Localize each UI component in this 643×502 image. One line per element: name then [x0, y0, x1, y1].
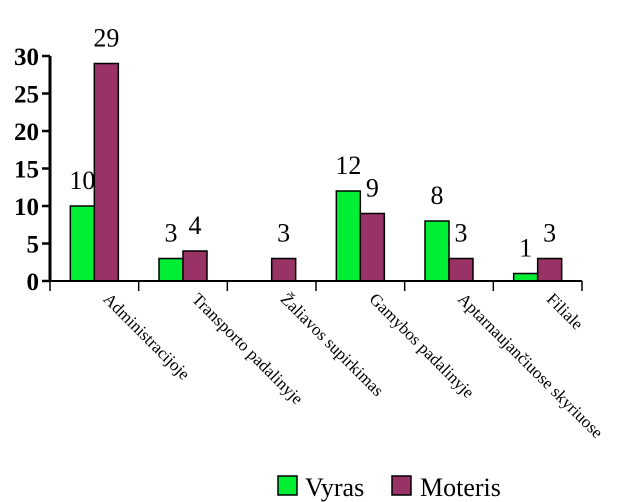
legend-label-vyras: Vyras: [305, 473, 364, 502]
data-label-moteris-2: 3: [277, 219, 290, 248]
bar-moteris-2: [270, 257, 297, 282]
data-label-vyras-5: 1: [519, 234, 532, 263]
y-axis: 0 5 10 15 20 25 30: [14, 44, 52, 296]
bars: [69, 62, 563, 282]
bar-vyras-3: [335, 190, 362, 282]
legend-swatch-moteris: [391, 475, 412, 496]
data-label-moteris-3: 9: [366, 174, 379, 203]
y-tick-label: 25: [14, 82, 39, 109]
bar-vyras-0: [69, 205, 96, 282]
bar-moteris-4: [448, 257, 474, 282]
bar-moteris-0: [93, 62, 120, 282]
bar-moteris-3: [359, 212, 386, 282]
y-tick-label: 5: [27, 232, 40, 259]
x-axis: [49, 280, 583, 291]
category-label-4: Aptarnaujančiuose skyriuose: [454, 289, 607, 442]
y-tick-label: 30: [14, 44, 39, 71]
data-label-moteris-0: 29: [93, 24, 119, 53]
data-label-vyras-3: 12: [335, 151, 361, 180]
bar-moteris-5: [536, 257, 563, 282]
legend-swatch-vyras: [277, 475, 298, 496]
y-tick-label: 10: [14, 194, 39, 221]
y-tick-label: 20: [14, 119, 39, 146]
bar-moteris-1: [182, 250, 208, 282]
y-tick-label: 0: [27, 269, 40, 296]
legend: Vyras Moteris: [277, 473, 501, 502]
bar-vyras-1: [158, 257, 184, 282]
data-label-moteris-1: 4: [189, 211, 202, 240]
data-label-moteris-5: 3: [543, 219, 556, 248]
data-label-vyras-0: 10: [69, 166, 95, 195]
bar-vyras-5: [512, 272, 539, 282]
category-label-5: Filiale: [543, 289, 587, 333]
bar-vyras-4: [424, 220, 450, 282]
data-label-vyras-4: 8: [431, 181, 444, 210]
category-label-0: Administracijoje: [100, 289, 194, 383]
legend-label-moteris: Moteris: [420, 473, 501, 502]
data-label-moteris-4: 3: [455, 219, 468, 248]
y-tick-label: 15: [14, 157, 39, 184]
data-label-vyras-1: 3: [165, 219, 178, 248]
